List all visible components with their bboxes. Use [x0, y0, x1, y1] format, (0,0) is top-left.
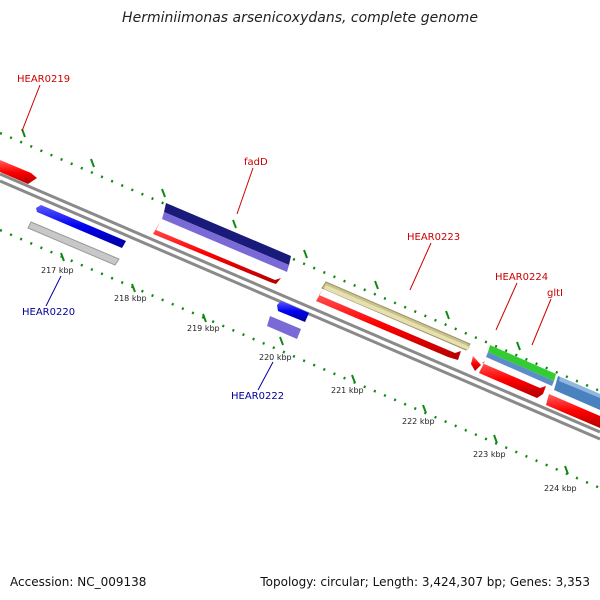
gene-HEAR0219 — [0, 160, 37, 184]
scale-tick — [564, 465, 569, 475]
tick-label: 224 kbp — [544, 484, 577, 493]
gene-gltI-highlight — [559, 377, 600, 398]
gene-HEAR0224-red — [479, 361, 546, 398]
gene-label-HEAR0223: HEAR0223 — [407, 232, 460, 243]
gene-label-HEAR0219: HEAR0219 — [17, 74, 70, 85]
gene-HEAR0224-green — [488, 345, 556, 381]
scale-tick-labels: 217 kbp 218 kbp 219 kbp 220 kbp 221 kbp … — [41, 266, 577, 493]
lower-scale — [0, 228, 600, 490]
forward-genes — [0, 160, 600, 428]
scale-tick — [516, 341, 521, 351]
gene-label-gltI: gltI — [547, 288, 563, 299]
gene-HEAR0224-blue — [486, 352, 554, 386]
upper-scale — [0, 128, 600, 393]
gene-gltI-blue — [554, 376, 600, 410]
gene-HEAR0223-highlight — [324, 285, 470, 350]
tick-label: 223 kbp — [473, 450, 506, 459]
gene-label-HEAR0220: HEAR0220 — [22, 307, 75, 318]
label-leaders — [21, 84, 552, 391]
gene-fadD-dark — [164, 203, 291, 265]
page-title: Herminiimonas arsenicoxydans, complete g… — [122, 10, 478, 26]
gene-label-HEAR0222: HEAR0222 — [231, 391, 284, 402]
scale-tick — [131, 283, 136, 293]
gene-gltI-red — [546, 394, 600, 428]
gene-HEAR0222 — [277, 301, 309, 322]
gene-label-HEAR0224: HEAR0224 — [495, 272, 548, 283]
gene-HEAR0223-red — [316, 289, 461, 360]
gene-HEAR0220 — [36, 205, 126, 248]
tick-label: 217 kbp — [41, 266, 74, 275]
gene-HEAR0222-purple — [267, 316, 301, 339]
gene-small-red — [471, 356, 481, 371]
scale-tick — [161, 188, 166, 198]
scale-tick — [445, 310, 450, 320]
genome-backbone — [0, 172, 600, 441]
genome-summary-text: Topology: circular; Length: 3,424,307 bp… — [260, 575, 590, 589]
scale-tick — [374, 280, 379, 290]
tick-label: 219 kbp — [187, 324, 220, 333]
scale-tick — [60, 252, 65, 262]
reverse-genes — [27, 205, 309, 339]
scale-tick — [202, 313, 207, 323]
gene-labels: HEAR0219 fadD HEAR0223 HEAR0224 gltI HEA… — [17, 74, 563, 402]
scale-tick — [493, 434, 498, 444]
scale-tick — [303, 249, 308, 259]
scale-tick — [232, 219, 237, 229]
scale-tick — [90, 158, 95, 168]
scale-tick — [351, 374, 356, 384]
gene-fadD-red — [153, 222, 281, 284]
accession-text: Accession: NC_009138 — [10, 575, 147, 589]
gene-fadD-light — [162, 212, 289, 272]
tick-label: 220 kbp — [259, 353, 292, 362]
gene-HEAR0220-grey — [27, 221, 120, 266]
tick-label: 218 kbp — [114, 294, 147, 303]
gene-label-fadD: fadD — [244, 157, 268, 168]
scale-tick — [279, 336, 284, 346]
tick-label: 222 kbp — [402, 417, 435, 426]
tick-label: 221 kbp — [331, 386, 364, 395]
scale-tick — [422, 404, 427, 414]
